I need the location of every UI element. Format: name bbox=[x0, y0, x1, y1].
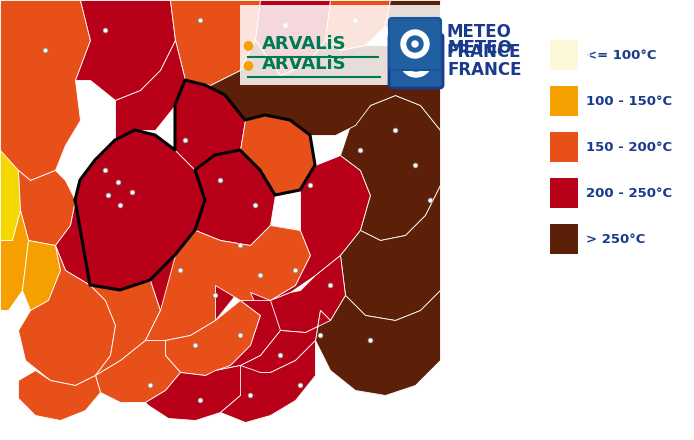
Bar bbox=[240, 5, 590, 85]
Text: METEO: METEO bbox=[447, 23, 512, 41]
Text: METEO: METEO bbox=[448, 39, 513, 57]
Text: ●: ● bbox=[243, 39, 253, 51]
Text: > 250°C: > 250°C bbox=[586, 232, 645, 246]
Circle shape bbox=[400, 45, 432, 77]
Text: ARVALiS: ARVALiS bbox=[262, 35, 346, 53]
Bar bbox=[550, 86, 578, 116]
Circle shape bbox=[406, 51, 426, 71]
Text: 100 - 150°C: 100 - 150°C bbox=[586, 95, 672, 107]
Text: 200 - 250°C: 200 - 250°C bbox=[586, 187, 672, 199]
Text: <= 100°C: <= 100°C bbox=[586, 48, 657, 62]
FancyBboxPatch shape bbox=[389, 34, 443, 88]
Text: 150 - 200°C: 150 - 200°C bbox=[586, 140, 672, 154]
Circle shape bbox=[407, 36, 423, 52]
Bar bbox=[550, 224, 578, 254]
Circle shape bbox=[401, 30, 429, 58]
Bar bbox=[550, 40, 578, 70]
Text: ●: ● bbox=[243, 59, 253, 72]
Circle shape bbox=[412, 41, 418, 47]
Circle shape bbox=[411, 56, 421, 66]
Text: ARVALiS: ARVALiS bbox=[262, 55, 346, 73]
Text: FRANCE: FRANCE bbox=[448, 61, 523, 79]
Text: FRANCE: FRANCE bbox=[447, 43, 521, 61]
FancyBboxPatch shape bbox=[389, 18, 441, 70]
Bar bbox=[550, 132, 578, 162]
Bar bbox=[545, 25, 694, 265]
Bar bbox=[550, 178, 578, 208]
